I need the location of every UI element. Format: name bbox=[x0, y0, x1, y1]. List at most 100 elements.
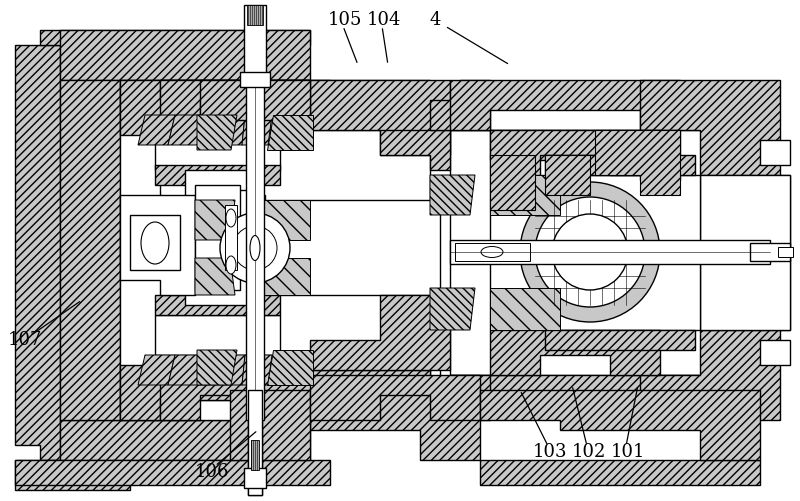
Bar bbox=[15, 460, 330, 485]
Polygon shape bbox=[310, 295, 450, 370]
Polygon shape bbox=[205, 355, 245, 385]
Bar bbox=[490, 175, 700, 330]
Bar bbox=[155, 165, 280, 185]
Polygon shape bbox=[230, 390, 310, 460]
Ellipse shape bbox=[481, 246, 503, 258]
Ellipse shape bbox=[141, 222, 169, 264]
Polygon shape bbox=[138, 115, 175, 145]
Polygon shape bbox=[205, 115, 245, 145]
Polygon shape bbox=[242, 355, 272, 385]
Bar bbox=[240, 72, 270, 87]
Polygon shape bbox=[640, 310, 780, 420]
Bar bbox=[244, 5, 266, 80]
Text: 101: 101 bbox=[611, 443, 646, 461]
Polygon shape bbox=[195, 258, 235, 295]
Polygon shape bbox=[15, 460, 130, 490]
Bar bbox=[248, 390, 262, 495]
Polygon shape bbox=[545, 155, 695, 175]
Polygon shape bbox=[120, 365, 310, 420]
Bar bbox=[700, 175, 790, 330]
Text: 105: 105 bbox=[328, 11, 362, 29]
Polygon shape bbox=[450, 80, 680, 130]
Polygon shape bbox=[200, 80, 310, 135]
Text: 107: 107 bbox=[8, 331, 42, 349]
Bar bbox=[244, 468, 266, 488]
Bar bbox=[195, 185, 240, 290]
Text: 106: 106 bbox=[195, 463, 230, 481]
Bar bbox=[155, 295, 280, 315]
Text: 102: 102 bbox=[572, 443, 606, 461]
Polygon shape bbox=[197, 115, 237, 150]
Polygon shape bbox=[760, 340, 790, 365]
Polygon shape bbox=[60, 30, 310, 80]
Polygon shape bbox=[380, 130, 450, 170]
Polygon shape bbox=[490, 330, 660, 375]
Polygon shape bbox=[545, 155, 590, 195]
Polygon shape bbox=[160, 130, 430, 210]
Polygon shape bbox=[267, 115, 313, 150]
Bar bbox=[225, 205, 237, 270]
Polygon shape bbox=[450, 375, 490, 420]
Bar bbox=[155, 315, 280, 355]
Polygon shape bbox=[60, 420, 310, 460]
Bar bbox=[455, 243, 530, 261]
Circle shape bbox=[233, 226, 277, 270]
Polygon shape bbox=[430, 175, 475, 215]
Text: 103: 103 bbox=[533, 443, 567, 461]
Ellipse shape bbox=[226, 256, 236, 274]
Polygon shape bbox=[430, 288, 475, 330]
Text: 104: 104 bbox=[367, 11, 402, 29]
Polygon shape bbox=[168, 355, 210, 385]
Circle shape bbox=[535, 197, 645, 307]
Polygon shape bbox=[490, 130, 680, 180]
Bar bbox=[185, 170, 250, 305]
Polygon shape bbox=[160, 80, 430, 130]
Bar bbox=[130, 215, 180, 270]
Text: 4: 4 bbox=[430, 11, 442, 29]
Bar bbox=[480, 460, 760, 485]
Polygon shape bbox=[490, 288, 560, 330]
Ellipse shape bbox=[250, 235, 260, 261]
Bar bbox=[246, 80, 264, 420]
Polygon shape bbox=[195, 200, 235, 240]
Polygon shape bbox=[242, 115, 272, 145]
Polygon shape bbox=[450, 375, 760, 420]
Polygon shape bbox=[490, 175, 560, 215]
Bar bbox=[251, 440, 259, 470]
Polygon shape bbox=[15, 45, 60, 460]
Bar bbox=[750, 243, 790, 261]
Bar bbox=[200, 190, 260, 255]
Polygon shape bbox=[160, 295, 430, 380]
Polygon shape bbox=[310, 80, 450, 155]
Polygon shape bbox=[120, 80, 310, 135]
Bar bbox=[248, 420, 262, 495]
Bar bbox=[120, 80, 310, 420]
Polygon shape bbox=[760, 140, 790, 165]
Polygon shape bbox=[490, 155, 535, 210]
Polygon shape bbox=[545, 330, 695, 350]
Polygon shape bbox=[480, 390, 760, 460]
Polygon shape bbox=[40, 30, 310, 45]
Polygon shape bbox=[120, 195, 195, 295]
Circle shape bbox=[552, 214, 628, 290]
Polygon shape bbox=[310, 375, 480, 420]
Bar bbox=[450, 130, 760, 375]
Polygon shape bbox=[160, 370, 430, 420]
Bar bbox=[155, 140, 280, 170]
Polygon shape bbox=[168, 115, 210, 145]
Bar bbox=[195, 195, 265, 250]
Circle shape bbox=[520, 182, 660, 322]
Polygon shape bbox=[430, 80, 490, 130]
Polygon shape bbox=[750, 175, 790, 330]
Polygon shape bbox=[595, 130, 680, 195]
Polygon shape bbox=[138, 355, 175, 385]
Polygon shape bbox=[255, 200, 310, 240]
Polygon shape bbox=[60, 80, 120, 420]
Bar bbox=[170, 200, 440, 400]
Polygon shape bbox=[267, 350, 313, 385]
Polygon shape bbox=[160, 80, 330, 100]
Polygon shape bbox=[197, 350, 237, 385]
Polygon shape bbox=[640, 80, 780, 200]
Bar bbox=[450, 240, 770, 264]
Ellipse shape bbox=[226, 209, 236, 227]
